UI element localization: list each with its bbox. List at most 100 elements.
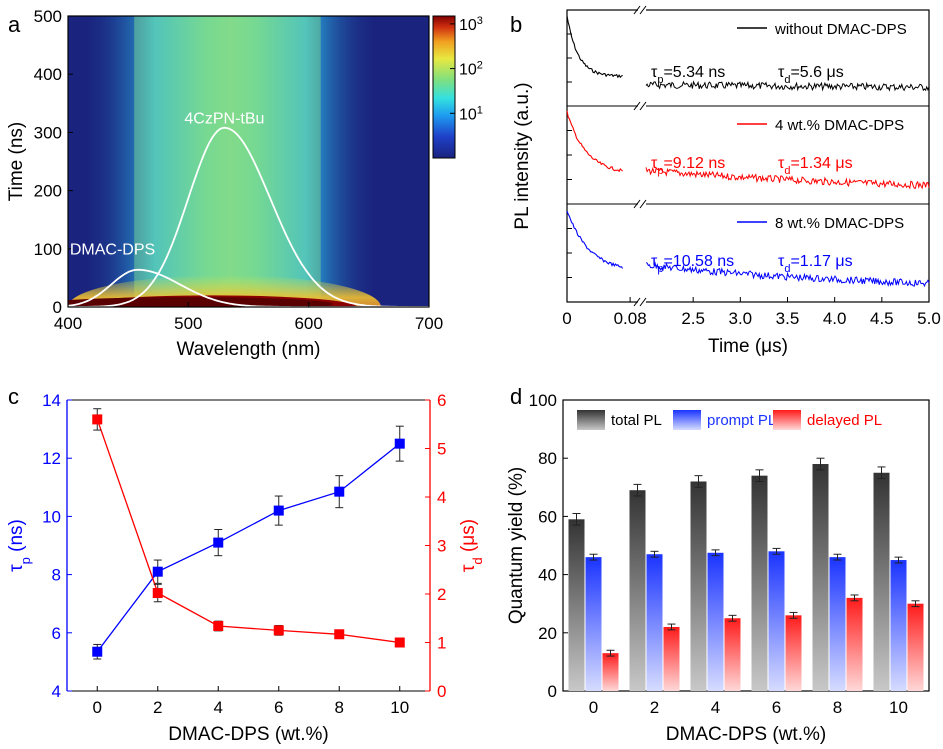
y-axis-label: PL intensity (a.u.): [512, 82, 533, 229]
x-tick-label: 4.5: [870, 309, 894, 328]
bar-total-pl: [873, 472, 890, 691]
legend-swatch: [773, 410, 801, 430]
colorbar-tick-exp: 3: [477, 15, 483, 27]
y-left-tick-label: 10: [42, 507, 61, 526]
bar-delayed-pl: [846, 597, 863, 691]
legend-label: without DMAC-DPS: [774, 21, 907, 38]
y-left-tick-label: 6: [52, 624, 61, 643]
tau-d-label-tau: τ: [778, 155, 785, 172]
y-axis-label: Quantum yield (%): [506, 467, 527, 624]
tau-d-label-rest: =1.34 μs: [790, 155, 852, 172]
panel-label-d: d: [510, 384, 522, 409]
data-point: [92, 646, 103, 657]
y-tick-label: 100: [529, 391, 557, 410]
colorbar: [432, 15, 456, 159]
panel-b-frame: [566, 9, 930, 303]
y-tick-label: 40: [538, 566, 557, 585]
legend-swatch: [673, 410, 701, 430]
x-tick-label: 6: [274, 698, 283, 717]
y-right-axis-label: τd (μs): [458, 519, 485, 572]
tau-p-label-rest: =5.34 ns: [663, 64, 725, 81]
series-line-tau-p: [96, 443, 401, 653]
data-point: [394, 637, 405, 648]
y-right-tick-label: 5: [437, 440, 446, 459]
tau-d-label: τd=5.6 μs: [778, 64, 844, 86]
axis-break-mask: [638, 6, 646, 14]
tau-d-label: τd=1.17 μs: [778, 253, 853, 275]
colorbar-tick-base: 10: [459, 62, 477, 79]
x-tick-label: 0: [562, 309, 571, 328]
y-left-tick-label: 8: [52, 566, 61, 585]
x-tick-label: 5.0: [917, 309, 941, 328]
tau-d-label-rest: =1.17 μs: [790, 253, 852, 270]
y-axis-label: Time (ns): [6, 122, 27, 202]
colorbar-tick-label: 101: [459, 104, 483, 123]
y-left-label-sub: p: [18, 557, 33, 564]
x-axis-label: Time (μs): [708, 336, 788, 357]
axis-break-mark: [639, 297, 647, 307]
bar-prompt-pl: [890, 560, 907, 691]
x-axis-label: Wavelength (nm): [177, 339, 321, 360]
x-tick-label: 2: [650, 698, 659, 717]
x-tick-label: 10: [889, 698, 908, 717]
axis-break-mask: [638, 200, 646, 208]
x-tick-label: 0.08: [614, 309, 647, 328]
y-left-tick-label: 14: [42, 391, 61, 410]
bar-total-pl: [629, 490, 646, 691]
y-right-label-tau: τ: [458, 564, 479, 572]
tau-p-label-sub: p: [657, 263, 663, 275]
y-right-tick-label: 0: [437, 682, 446, 701]
legend-label: prompt PL: [707, 412, 776, 429]
y-tick-label: 400: [34, 65, 62, 84]
bar-total-pl: [568, 519, 585, 691]
y-left-tick-label: 4: [52, 682, 61, 701]
decay-trace-prompt: [566, 15, 623, 79]
y-tick-label: 500: [34, 7, 62, 26]
x-axis-label: DMAC-DPS (wt.%): [168, 724, 328, 745]
tau-d-label-sub: d: [784, 74, 790, 86]
y-left-label-tau: τ: [6, 564, 27, 572]
data-point: [213, 621, 224, 632]
axis-break-mark: [633, 199, 641, 209]
panel-label-a: a: [8, 12, 21, 37]
data-point: [334, 486, 345, 497]
tau-p-label: τp=9.12 ns: [651, 155, 725, 177]
panel-label-b: b: [510, 12, 522, 37]
data-point: [152, 566, 163, 577]
x-tick-label: 2.5: [681, 309, 705, 328]
data-point: [334, 629, 345, 640]
decay-trace-prompt: [566, 210, 624, 269]
x-tick-label: 600: [294, 314, 322, 333]
x-tick-label: 4: [711, 698, 720, 717]
bar-prompt-pl: [585, 557, 602, 691]
panel-a: 400 500 600 700 0 100 200 300 400 500 Wavelength (…: [6, 7, 483, 360]
y-tick-label: 60: [538, 507, 557, 526]
axis-break-mark: [639, 101, 647, 111]
data-point: [152, 588, 163, 599]
tau-d-label-rest: =5.6 μs: [790, 64, 843, 81]
y-left-tick-label: 12: [42, 449, 61, 468]
colorbar-tick-base: 10: [459, 106, 477, 123]
y-left-label-unit: (ns): [6, 519, 27, 557]
y-tick-label: 80: [538, 449, 557, 468]
x-tick-label: 8: [335, 698, 344, 717]
y-left-axis-label: τp (ns): [6, 519, 33, 572]
y-right-tick-label: 4: [437, 488, 446, 507]
decay-trace-delayed: [645, 261, 930, 288]
y-right-label-unit: (μs): [458, 519, 479, 557]
panel-d-frame: [562, 399, 930, 692]
data-point: [273, 625, 284, 636]
y-tick-label: 20: [538, 624, 557, 643]
overlay-curve-4czpn-tbu: [68, 126, 429, 307]
x-tick-label: 0: [589, 698, 598, 717]
tau-p-label-tau: τ: [651, 64, 658, 81]
legend-label: 8 wt.% DMAC-DPS: [775, 215, 904, 232]
colorbar-tick-exp: 2: [477, 60, 483, 72]
colorbar-tick-label: 102: [459, 60, 483, 79]
bar-delayed-pl: [785, 615, 802, 691]
x-tick-label: 0: [93, 698, 102, 717]
x-tick-label: 400: [54, 314, 82, 333]
